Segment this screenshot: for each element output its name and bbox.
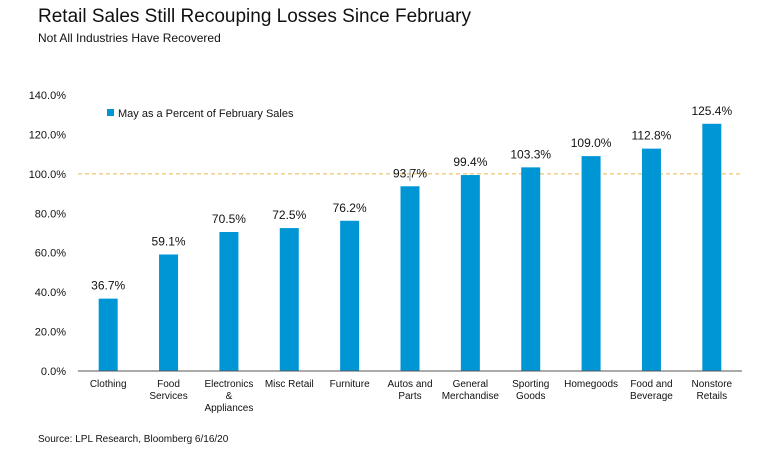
x-tick-label: Electronics & Appliances <box>204 379 253 414</box>
data-label: 72.5% <box>272 208 306 222</box>
data-labels: 36.7%59.1%70.5% 72.5%76.2%93.7%99.4%103.3… <box>91 104 732 293</box>
x-tick-label: Furniture <box>330 379 370 390</box>
y-tick-label: 0.0% <box>41 366 66 378</box>
y-tick-label: 40.0% <box>35 287 66 299</box>
bar <box>521 167 541 371</box>
data-label: 112.8% <box>632 129 672 143</box>
data-label: 76.2% <box>333 201 367 215</box>
y-axis-ticks: 0.0% 20.0% 40.0% 60.0% 80.0% 100.0% 120.0% 140.… <box>29 90 67 378</box>
data-label: 103.3% <box>510 147 551 161</box>
data-label: 125.4% <box>691 104 732 118</box>
bar <box>702 123 722 371</box>
x-tick-label: Autos and Parts <box>387 379 432 402</box>
bar <box>159 254 179 371</box>
y-tick-label: 80.0% <box>35 208 66 220</box>
data-label: 109.0% <box>571 136 612 150</box>
data-label: 70.5% <box>212 212 246 226</box>
x-axis-labels: Clothing Food Services Electronics & Applianc… <box>90 379 733 414</box>
bar <box>340 220 360 371</box>
x-tick-label: Food and Beverage <box>630 379 673 402</box>
x-tick-label: Nonstore Retails <box>692 379 733 402</box>
x-tick-label: Clothing <box>90 379 127 390</box>
data-label: 99.4% <box>453 155 487 169</box>
y-tick-label: 140.0% <box>29 90 67 102</box>
x-tick-label: General Merchandise <box>442 379 500 402</box>
data-label: 36.7% <box>91 279 125 293</box>
legend-label: May as a Percent of February Sales <box>118 108 294 120</box>
bar <box>98 298 118 371</box>
legend-swatch <box>107 109 114 116</box>
bar <box>581 156 601 371</box>
bar <box>400 186 420 371</box>
x-tick-label: Food Services <box>149 379 187 402</box>
chart-subtitle: Not All Industries Have Recovered <box>38 31 221 45</box>
y-tick-label: 120.0% <box>29 129 67 141</box>
bars <box>98 123 722 371</box>
x-tick-label: Sporting Goods <box>512 379 549 402</box>
source-note: Source: LPL Research, Bloomberg 6/16/20 <box>38 434 229 445</box>
data-label: 59.1% <box>152 234 186 248</box>
bar <box>460 175 480 371</box>
y-tick-label: 20.0% <box>35 327 66 339</box>
chart-title: Retail Sales Still Recouping Losses Sinc… <box>38 6 471 27</box>
legend: May as a Percent of February Sales <box>107 108 294 120</box>
x-tick-label: Homegoods <box>564 379 618 390</box>
x-tick-label: Misc Retail <box>265 379 314 390</box>
y-tick-label: 60.0% <box>35 248 66 260</box>
bar <box>641 148 661 371</box>
y-tick-label: 100.0% <box>29 169 67 181</box>
bar <box>279 228 299 371</box>
bar <box>219 232 239 371</box>
